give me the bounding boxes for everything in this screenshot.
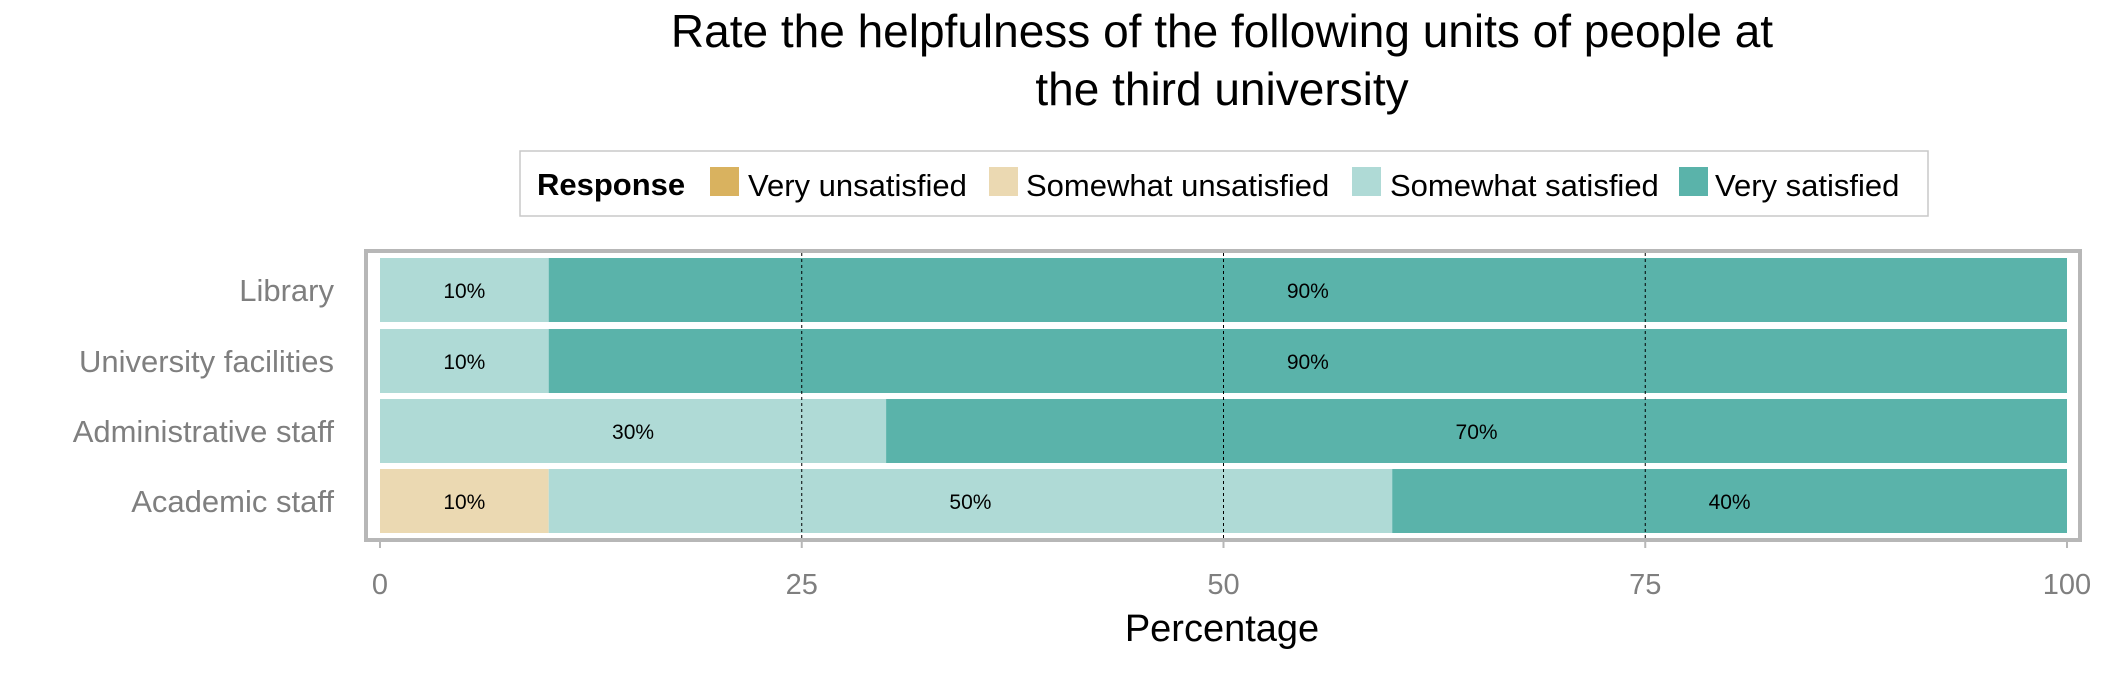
data-label-1-4: 90% xyxy=(1287,280,1329,303)
x-axis-title: Percentage xyxy=(1125,608,1319,650)
data-label-2-4: 90% xyxy=(1287,351,1329,374)
bar-segment-2-3 xyxy=(380,329,549,393)
legend-swatch xyxy=(989,167,1018,196)
legend-swatch xyxy=(710,167,739,196)
x-tick-label: 0 xyxy=(372,569,388,601)
legend-swatch xyxy=(1679,167,1708,196)
legend-swatch xyxy=(1352,167,1381,196)
legend-label: Very unsatisfied xyxy=(748,168,967,203)
x-tick-label: 50 xyxy=(1207,569,1239,601)
legend: Response Very unsatisfied Somewhat unsati… xyxy=(519,150,1929,217)
category-label: Academic staff xyxy=(131,484,334,519)
data-label-3-4: 70% xyxy=(1456,421,1498,444)
legend-label: Somewhat satisfied xyxy=(1390,168,1659,203)
bar-segment-1-3 xyxy=(380,258,549,322)
legend-item-3: Somewhat satisfied xyxy=(1352,167,1659,203)
legend-title: Response xyxy=(537,167,685,202)
data-label-1-3: 10% xyxy=(443,280,485,303)
legend-label: Somewhat unsatisfied xyxy=(1026,168,1329,203)
data-label-2-3: 10% xyxy=(443,351,485,374)
bar-segment-3-4 xyxy=(886,399,2067,463)
legend-item-4: Very satisfied xyxy=(1679,167,1899,203)
data-label-3-3: 30% xyxy=(612,421,654,444)
x-tick-label: 25 xyxy=(786,569,818,601)
chart-title-line-2: the third university xyxy=(1035,63,1408,115)
data-labels: 10% 90% 10% 90% 30% 70% 10% 50% 40% xyxy=(443,280,1750,514)
category-label: Administrative staff xyxy=(73,414,335,449)
category-label: Library xyxy=(239,273,334,308)
legend-label: Very satisfied xyxy=(1715,168,1899,203)
legend-item-1: Very unsatisfied xyxy=(710,167,967,203)
data-label-4-4: 40% xyxy=(1709,491,1751,514)
x-tick-label: 100 xyxy=(2043,569,2091,601)
category-label: University facilities xyxy=(79,344,334,379)
x-tick-label: 75 xyxy=(1629,569,1661,601)
legend-items: Very unsatisfied Somewhat unsatisfied Some… xyxy=(710,167,1899,203)
data-label-4-3: 50% xyxy=(949,491,991,514)
chart-title: Rate the helpfulness of the following un… xyxy=(671,5,1773,115)
data-label-4-2: 10% xyxy=(443,491,485,514)
category-axis: Library University facilities Administrati… xyxy=(73,273,335,519)
bar-segment-4-4 xyxy=(1392,469,2067,533)
x-axis: 0 25 50 75 100 xyxy=(372,540,2091,601)
legend-item-2: Somewhat unsatisfied xyxy=(989,167,1329,203)
bar-segment-4-2 xyxy=(380,469,549,533)
chart-title-line-1: Rate the helpfulness of the following un… xyxy=(671,5,1773,57)
bar-segment-4-3 xyxy=(548,469,1393,533)
